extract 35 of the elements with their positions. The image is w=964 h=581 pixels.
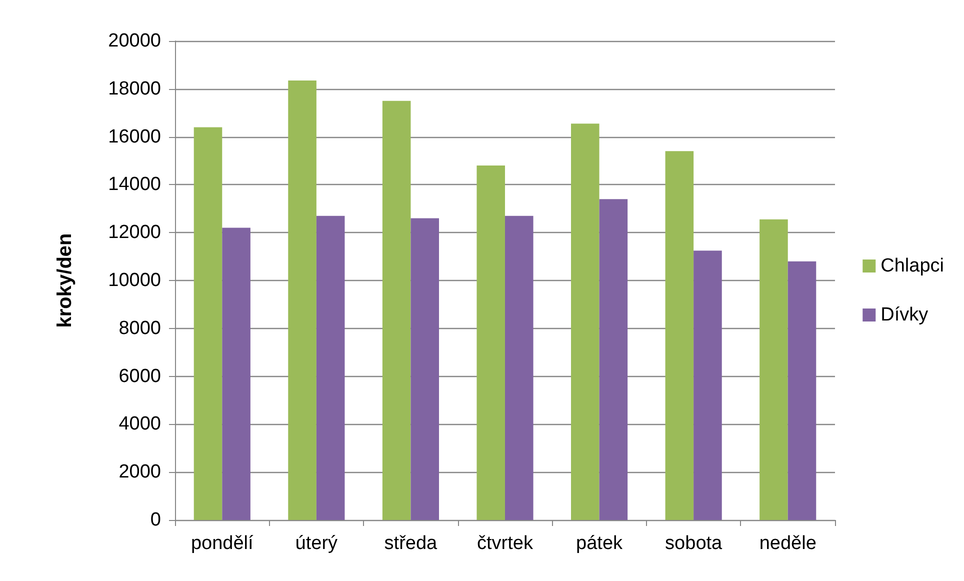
- y-tick-label: 2000: [118, 462, 161, 483]
- y-tick-label: 16000: [108, 126, 161, 148]
- y-axis-title: kroky/den: [54, 233, 76, 328]
- legend-label: Chlapci: [880, 256, 944, 276]
- bar: [760, 219, 788, 520]
- bar: [382, 100, 411, 520]
- y-tick-label: 8000: [118, 318, 161, 339]
- bar: [665, 151, 694, 520]
- bar: [222, 228, 250, 520]
- y-tick-label: 0: [150, 510, 161, 530]
- bar: [194, 127, 222, 520]
- bar: [694, 250, 722, 520]
- x-tick-label: pondělí: [190, 533, 254, 554]
- y-tick-label: 20000: [108, 30, 161, 52]
- y-tick-label: 18000: [108, 78, 161, 100]
- bar: [599, 199, 628, 520]
- x-tick-label: pátek: [576, 533, 624, 554]
- bar: [410, 218, 439, 520]
- bar: [505, 216, 534, 520]
- y-tick-label: 4000: [118, 414, 161, 435]
- y-tick-label: 12000: [108, 222, 161, 244]
- x-tick-label: neděle: [759, 533, 816, 554]
- x-tick-label: úterý: [295, 533, 338, 554]
- bar: [788, 261, 816, 520]
- y-tick-label: 10000: [108, 270, 161, 291]
- x-tick-label: čtvrtek: [477, 533, 534, 554]
- bar: [571, 124, 600, 520]
- bar: [288, 80, 316, 520]
- bar: [476, 166, 505, 520]
- y-tick-label: 6000: [118, 366, 161, 387]
- bar: [316, 216, 345, 520]
- legend-label: Dívky: [880, 304, 929, 326]
- y-tick-label: 14000: [108, 174, 161, 196]
- x-tick-label: středa: [384, 533, 438, 554]
- x-tick-label: sobota: [665, 533, 723, 554]
